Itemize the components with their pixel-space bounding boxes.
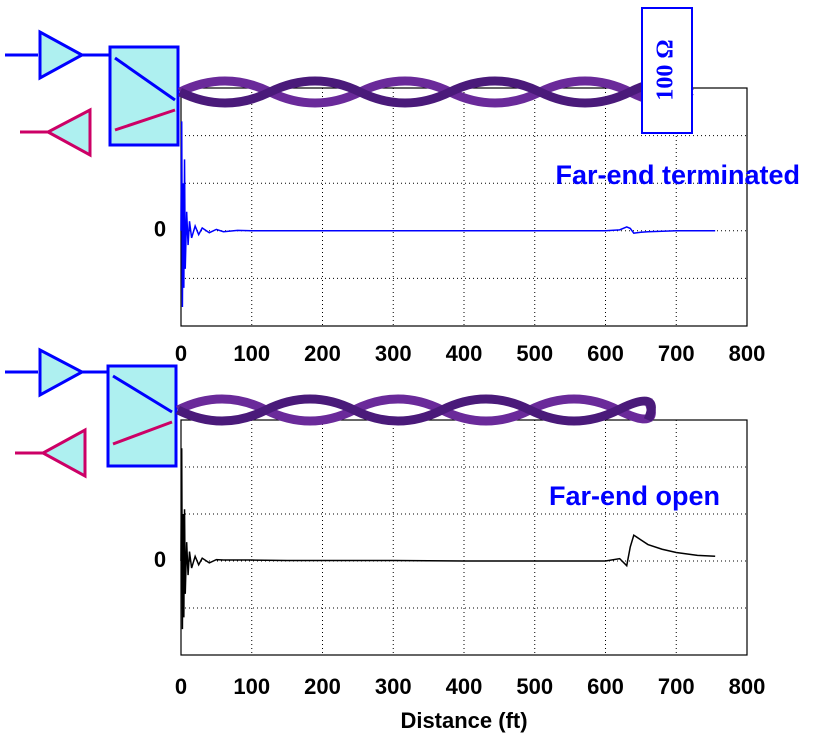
x-tick-label: 100 bbox=[233, 341, 270, 366]
circuit-diagram bbox=[5, 347, 656, 479]
y-tick-label: 0 bbox=[154, 217, 166, 242]
x-tick-label: 300 bbox=[375, 674, 412, 699]
x-tick-label: 700 bbox=[658, 341, 695, 366]
x-tick-label: 100 bbox=[233, 674, 270, 699]
termination-box bbox=[641, 7, 693, 134]
x-tick-label: 0 bbox=[175, 674, 187, 699]
amplifier bbox=[38, 347, 86, 398]
amplifier bbox=[38, 29, 86, 81]
amplifier bbox=[39, 427, 87, 479]
x-tick-label: 300 bbox=[375, 341, 412, 366]
annotation: 100 Ω bbox=[653, 39, 679, 100]
plot-frame bbox=[180, 419, 748, 656]
plot: 0 bbox=[154, 419, 748, 656]
y-tick-label: 0 bbox=[154, 547, 166, 572]
twisted-pair bbox=[178, 76, 694, 108]
x-tick-label: 600 bbox=[587, 674, 624, 699]
x-tick-label: 200 bbox=[304, 341, 341, 366]
annotation: Far-end terminated bbox=[555, 160, 800, 190]
arrow bbox=[114, 56, 176, 102]
x-tick-label: 400 bbox=[446, 674, 483, 699]
arrow bbox=[112, 374, 173, 414]
arrow bbox=[114, 108, 176, 132]
x-tick-label: 200 bbox=[304, 674, 341, 699]
x-tick-label: 600 bbox=[587, 341, 624, 366]
hybrid-box bbox=[106, 364, 178, 468]
x-tick-label: 400 bbox=[446, 341, 483, 366]
x-axis-label: Distance (ft) bbox=[400, 708, 527, 733]
x-tick-label: 700 bbox=[658, 674, 695, 699]
annotation: Far-end open bbox=[549, 481, 720, 511]
twisted-pair bbox=[175, 394, 656, 426]
x-tick-label: 500 bbox=[516, 674, 553, 699]
x-tick-label: 0 bbox=[175, 341, 187, 366]
amplifier bbox=[44, 107, 92, 158]
x-tick-label: 500 bbox=[516, 341, 553, 366]
data-line bbox=[180, 448, 716, 630]
arrow bbox=[112, 420, 173, 446]
circuit-diagram bbox=[5, 7, 694, 158]
x-tick-label: 800 bbox=[729, 674, 766, 699]
x-tick-label: 800 bbox=[729, 341, 766, 366]
data-line bbox=[180, 121, 716, 307]
